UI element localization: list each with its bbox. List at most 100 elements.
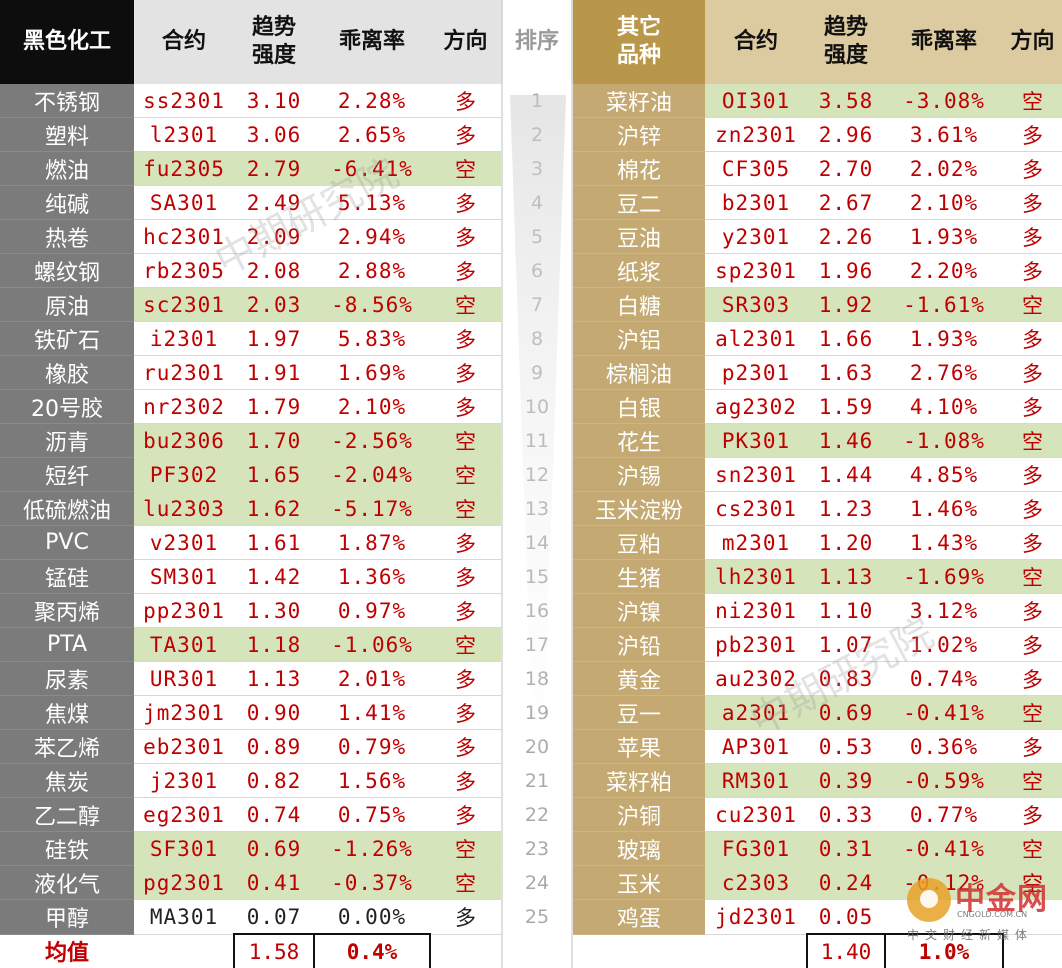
left-trend-strength: 0.07 [234,899,314,935]
right-contract: c2303 [705,865,807,900]
left-direction: 空 [430,287,503,322]
left-trend-strength: 0.89 [234,729,314,764]
right-trend-strength: 0.31 [807,831,885,866]
right-deviation-rate: 0.77% [885,797,1003,832]
left-deviation-rate: 0.97% [314,593,430,628]
left-trend-strength: 1.62 [234,491,314,526]
right-deviation-rate: 1.02% [885,627,1003,662]
left-commodity-name: 焦炭 [0,763,134,798]
left-trend-strength: 2.49 [234,185,314,220]
left-direction: 空 [430,491,503,526]
left-deviation-rate: -8.56% [314,287,430,322]
right-deviation-rate: -0.41% [885,831,1003,866]
left-contract: pp2301 [134,593,234,628]
left-direction: 空 [430,423,503,458]
right-commodity-name: 菜籽粕 [572,763,705,798]
right-contract: y2301 [705,219,807,254]
left-direction: 多 [430,729,503,764]
right-commodity-name: 沪锡 [572,457,705,492]
rank-number: 8 [501,321,573,356]
left-trend-strength: 1.65 [234,457,314,492]
right-direction: 多 [1003,525,1062,560]
right-trend-strength: 1.92 [807,287,885,322]
left-commodity-name: 铁矿石 [0,321,134,356]
right-average-deviation: 1.0% [884,933,1004,968]
right-contract: m2301 [705,525,807,560]
right-commodity-name: 玉米淀粉 [572,491,705,526]
right-commodity-name: 豆一 [572,695,705,730]
left-deviation-rate: 5.83% [314,321,430,356]
right-contract: cu2301 [705,797,807,832]
right-trend-strength: 1.44 [807,457,885,492]
right-contract: FG301 [705,831,807,866]
left-commodity-name: 乙二醇 [0,797,134,832]
left-deviation-rate: 5.13% [314,185,430,220]
header-left-contract: 合约 [134,0,234,84]
left-deviation-rate: -2.56% [314,423,430,458]
left-commodity-name: 纯碱 [0,185,134,220]
left-deviation-rate: 2.10% [314,389,430,424]
right-trend-strength: 1.13 [807,559,885,594]
rank-number: 11 [501,423,573,458]
right-deviation-rate: 2.20% [885,253,1003,288]
left-direction: 空 [430,831,503,866]
right-deviation-rate: 2.02% [885,151,1003,186]
left-deviation-rate: 2.65% [314,117,430,152]
right-commodity-name: 玻璃 [572,831,705,866]
left-commodity-name: 螺纹钢 [0,253,134,288]
rank-number: 3 [501,151,573,186]
right-deviation-rate: -1.08% [885,423,1003,458]
left-commodity-name: PVC [0,525,134,560]
left-direction: 多 [430,763,503,798]
right-contract: ni2301 [705,593,807,628]
right-trend-strength: 2.26 [807,219,885,254]
left-commodity-name: 热卷 [0,219,134,254]
right-contract: pb2301 [705,627,807,662]
right-trend-strength: 2.70 [807,151,885,186]
left-direction: 多 [430,355,503,390]
right-trend-strength: 3.58 [807,84,885,118]
right-direction: 多 [1003,457,1062,492]
right-direction: 空 [1003,287,1062,322]
rank-number: 7 [501,287,573,322]
right-direction: 空 [1003,423,1062,458]
left-contract: j2301 [134,763,234,798]
right-deviation-rate: -3.08% [885,84,1003,118]
left-deviation-rate: -6.41% [314,151,430,186]
right-trend-strength: 1.66 [807,321,885,356]
right-commodity-name: 菜籽油 [572,84,705,118]
right-deviation-rate: 4.85% [885,457,1003,492]
left-average-trend: 1.58 [233,933,315,968]
left-contract: nr2302 [134,389,234,424]
left-commodity-name: 橡胶 [0,355,134,390]
left-trend-strength: 1.30 [234,593,314,628]
average-empty-cell [705,934,807,968]
right-commodity-name: 棕榈油 [572,355,705,390]
right-commodity-name: 白银 [572,389,705,424]
right-direction: 空 [1003,84,1062,118]
table-row: PTA TA301 1.18 -1.06% 空 17 沪铅 pb2301 1.07 1.02% 多 [0,627,1062,662]
right-deviation-rate: -0.41% [885,695,1003,730]
rank-number: 19 [501,695,573,730]
rank-number: 18 [501,661,573,696]
header-rank: 排序 [501,0,573,84]
right-contract: al2301 [705,321,807,356]
right-contract: p2301 [705,355,807,390]
right-contract: au2302 [705,661,807,696]
left-deviation-rate: 0.75% [314,797,430,832]
right-commodity-name: 豆二 [572,185,705,220]
left-deviation-rate: -2.04% [314,457,430,492]
right-commodity-name: 棉花 [572,151,705,186]
right-trend-strength: 0.05 [807,899,885,935]
average-empty-cell [134,934,234,968]
rank-number: 16 [501,593,573,628]
left-commodity-name: 聚丙烯 [0,593,134,628]
header-right-deviation: 乖离率 [885,0,1003,84]
header-left-direction: 方向 [430,0,502,84]
left-trend-strength: 1.61 [234,525,314,560]
header-right-sector: 其它 品种 [572,0,705,84]
rank-number: 17 [501,627,573,662]
right-trend-strength: 1.59 [807,389,885,424]
right-trend-strength: 0.69 [807,695,885,730]
table-row: 橡胶 ru2301 1.91 1.69% 多 9 棕榈油 p2301 1.63 2.76% 多 [0,355,1062,390]
